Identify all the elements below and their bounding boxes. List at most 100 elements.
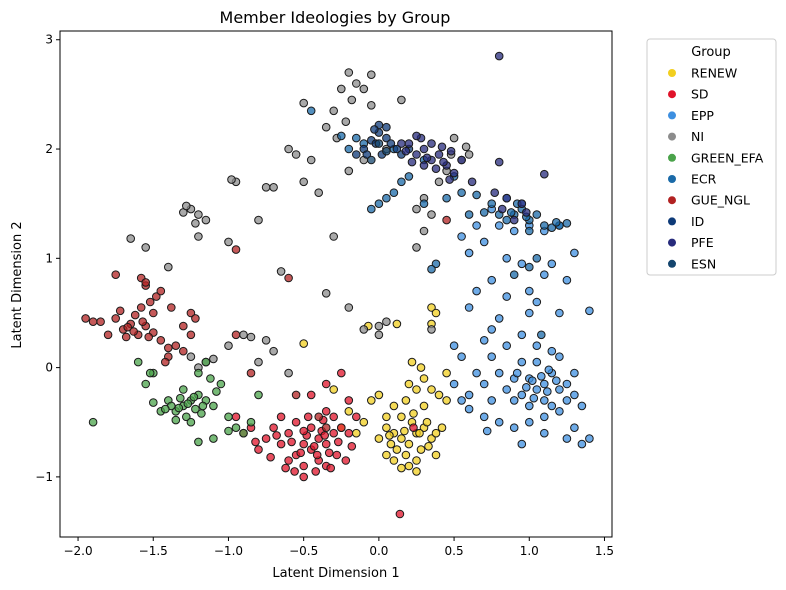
data-point: [577, 439, 587, 449]
data-point: [532, 357, 542, 367]
data-point: [209, 401, 218, 411]
data-point: [487, 325, 497, 334]
data-point: [434, 177, 444, 187]
y-tick-label: −1: [35, 470, 53, 484]
data-point: [409, 423, 418, 433]
data-point: [303, 412, 313, 422]
data-point: [422, 153, 432, 163]
data-point: [359, 417, 369, 427]
data-point: [431, 259, 441, 269]
data-point: [532, 297, 542, 307]
data-point: [404, 439, 414, 449]
data-point: [291, 417, 301, 427]
data-point: [326, 463, 336, 473]
data-point: [209, 434, 218, 443]
data-point: [525, 308, 534, 318]
data-point: [314, 412, 324, 422]
data-point: [309, 442, 319, 451]
data-point: [329, 106, 339, 116]
data-point: [261, 434, 271, 443]
data-point: [442, 396, 451, 405]
data-point: [261, 183, 271, 192]
data-point: [570, 390, 579, 400]
data-point: [337, 423, 346, 433]
data-point: [437, 423, 447, 433]
data-point: [449, 133, 459, 143]
data-point: [306, 155, 316, 165]
legend-marker: [668, 238, 676, 247]
series-pfe: [397, 51, 549, 225]
data-point: [522, 208, 531, 217]
data-point: [509, 423, 519, 433]
data-point: [284, 428, 293, 438]
data-point: [136, 303, 146, 312]
data-point: [532, 210, 542, 219]
data-point: [389, 456, 399, 465]
data-point: [494, 157, 504, 167]
data-point: [141, 243, 150, 252]
data-point: [254, 215, 263, 225]
data-point: [479, 237, 489, 247]
data-point: [457, 155, 466, 165]
data-point: [81, 314, 90, 323]
data-point: [239, 330, 248, 340]
data-point: [370, 125, 379, 134]
data-point: [525, 286, 534, 296]
data-point: [281, 463, 290, 473]
data-point: [231, 412, 241, 422]
data-point: [577, 401, 587, 411]
data-point: [395, 509, 405, 519]
data-point: [404, 172, 414, 181]
data-point: [397, 434, 406, 443]
data-point: [540, 169, 549, 179]
data-point: [382, 450, 391, 460]
legend-label: GREEN_EFA: [691, 150, 764, 165]
data-point: [400, 426, 409, 436]
data-point: [206, 374, 215, 383]
data-point: [442, 368, 451, 378]
data-point: [544, 365, 554, 375]
data-point: [337, 131, 346, 141]
data-point: [191, 314, 200, 323]
y-axis-label: Latent Dimension 2: [10, 221, 25, 348]
data-point: [555, 308, 564, 318]
data-point: [585, 434, 594, 443]
data-point: [209, 354, 218, 364]
data-point: [103, 330, 113, 340]
data-point: [198, 401, 208, 411]
data-point: [179, 346, 188, 356]
data-point: [442, 215, 451, 225]
data-point: [472, 221, 481, 230]
data-point: [123, 322, 132, 332]
data-point: [570, 368, 579, 378]
legend-marker: [668, 175, 676, 183]
data-point: [224, 412, 233, 422]
data-point: [427, 325, 436, 334]
data-point: [382, 317, 391, 327]
data-point: [412, 150, 421, 159]
data-point: [337, 368, 346, 378]
data-point: [547, 259, 557, 269]
data-point: [276, 267, 286, 276]
data-point: [251, 437, 260, 447]
data-point: [490, 188, 500, 197]
data-point: [149, 308, 158, 318]
series-green-efa: [88, 357, 263, 447]
data-point: [306, 106, 316, 116]
data-point: [367, 155, 376, 165]
data-point: [412, 243, 421, 252]
data-point: [540, 428, 549, 438]
data-point: [362, 150, 372, 159]
data-point: [161, 404, 170, 414]
data-point: [494, 51, 504, 61]
data-point: [359, 84, 369, 94]
data-point: [145, 368, 155, 378]
data-point: [540, 270, 549, 280]
data-point: [382, 193, 391, 203]
data-point: [494, 417, 504, 427]
data-point: [555, 352, 564, 362]
data-point: [412, 385, 421, 394]
data-point: [224, 426, 233, 436]
data-point: [334, 437, 343, 447]
data-point: [389, 401, 399, 411]
